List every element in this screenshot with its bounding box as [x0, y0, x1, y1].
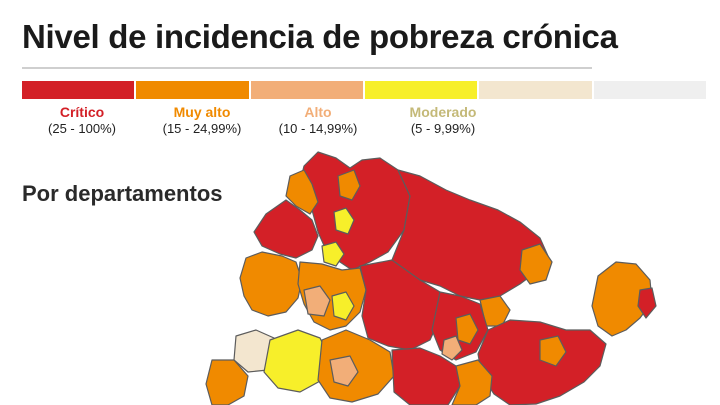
region-corrientes-orange — [539, 335, 567, 367]
title-divider — [22, 67, 592, 69]
legend-item-moderado: Moderado (5 - 9,99%) — [383, 104, 503, 137]
region-sw-orange — [205, 359, 249, 405]
scale-segment-alto — [250, 81, 363, 99]
legend-label: Crítico — [59, 104, 105, 120]
legend-item-muy-alto: Muy alto (15 - 24,99%) — [142, 104, 262, 137]
region-central-red — [359, 259, 441, 351]
page-title: Nivel de incidencia de pobreza crónica — [22, 18, 618, 55]
legend-range: (15 - 24,99%) — [162, 121, 242, 136]
region-west-orange — [239, 251, 303, 317]
scale-segment-muy-alto — [136, 81, 249, 99]
region-misiones — [591, 261, 653, 337]
region-northwest — [299, 151, 411, 271]
section-title: Por departamentos — [22, 181, 223, 206]
region-yellow-mid — [321, 241, 345, 267]
legend-label: Moderado — [409, 104, 477, 120]
region-south-orange — [451, 359, 493, 405]
region-yellow-top — [333, 207, 355, 235]
region-east-alto — [441, 335, 463, 361]
scale-segment-bajo — [479, 81, 592, 99]
region-ne-orange — [519, 243, 553, 285]
color-scale-bar — [22, 81, 706, 99]
region-center-yellow — [331, 291, 355, 321]
region-west-red — [253, 199, 319, 259]
legend-range: (25 - 100%) — [48, 121, 116, 136]
region-south-center — [317, 329, 395, 403]
legend-item-alto: Alto (10 - 14,99%) — [258, 104, 378, 137]
region-corrientes — [477, 319, 607, 405]
region-center-alto — [303, 285, 331, 317]
region-east-orange — [455, 313, 479, 345]
region-misiones-red — [637, 287, 657, 319]
region-south-alto — [329, 355, 359, 387]
legend-label: Alto — [304, 104, 332, 120]
legend-item-critico: Crítico (25 - 100%) — [22, 104, 142, 137]
scale-segment-moderado — [364, 81, 478, 99]
scale-segment-critico — [22, 81, 135, 99]
legend-label: Muy alto — [173, 104, 231, 120]
map-regions — [205, 151, 657, 405]
region-nw-orange — [285, 169, 319, 215]
legend-range: (10 - 14,99%) — [278, 121, 358, 136]
region-nw-orange-2 — [337, 169, 361, 201]
legend-range: (5 - 9,99%) — [410, 121, 476, 136]
scale-segment-sin-dato — [593, 81, 706, 99]
